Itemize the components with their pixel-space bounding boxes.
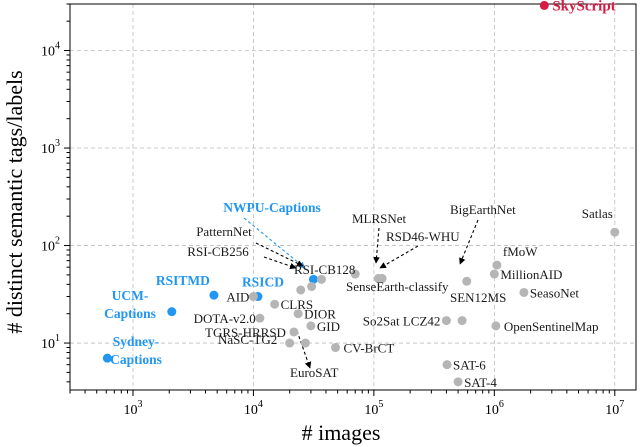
label-opensentinelmap: OpenSentinelMap [504,319,599,334]
point-rsitmd [209,290,219,300]
label-rsi-cb128: RSI-CB128 [294,262,355,277]
label-so2sat-lcz42: So2Sat LCZ42 [363,314,441,329]
x-tick-label: 105 [364,399,383,418]
label-satlas: Satlas [582,206,613,221]
point-sydney-captions [102,353,112,363]
label-sen12ms: SEN12MS [450,290,506,305]
point-rsi-cb128 [316,274,326,284]
point-millionaid [489,269,499,279]
label-rsi-cb256: RSI-CB256 [187,244,249,259]
label-aid: AID [226,290,249,305]
label-seasonet: SeasoNet [530,285,579,300]
point-rsd46-whu [377,273,387,283]
arrow-rsd46-whu [379,245,419,269]
point-dota-v2-0 [255,313,265,323]
point-sat-4 [453,377,463,387]
x-axis-title: # images [302,420,381,445]
label-sat-4: SAT-4 [464,375,497,390]
label-gid: GID [317,319,340,334]
arrow-eurosat [296,330,312,369]
label-eurosat: EuroSAT [290,365,338,380]
label-nwpu-captions: NWPU-Captions [223,200,321,215]
point-patternnet [307,282,317,292]
point-labels: SkyScript NWPU-Captions RSITMD RSICD UCM-Cap… [104,0,616,390]
x-tick-label: 104 [244,399,263,418]
label-sat-6: SAT-6 [453,358,486,373]
point-senseearth-classify [350,269,360,279]
point-eurosat [300,338,310,348]
y-tick-label: 102 [41,236,60,255]
point-nwpu-captions [308,274,318,284]
label-nasc-tg2: NaSC-TG2 [218,332,277,347]
point-aid [248,292,258,302]
point-nasc-tg2 [285,338,295,348]
point-sat-6 [442,360,452,370]
y-tick-label: 104 [41,41,60,60]
x-tick-label: 107 [605,399,624,418]
label-dota-v2-0: DOTA-v2.0 [194,311,256,326]
label-mlrsnet: MLRSNet [352,211,407,226]
point-seasonet [519,287,529,297]
label-patternnet: PatternNet [196,224,252,239]
arrow-rsi-cb256 [263,256,297,270]
x-tick-label: 103 [123,399,142,418]
point-sen12ms [457,316,467,326]
label-cv-brct: CV-BrCT [343,341,394,356]
point-cv-brct [330,343,340,353]
y-tick-label: 101 [41,333,60,352]
arrow-bigearthnet [459,219,479,265]
point-rsi-cb256 [296,285,306,295]
point-clrs [270,299,280,309]
label-rsd46-whu: RSD46-WHU [386,229,460,244]
point-tgrs-hrrsd [289,327,299,337]
y-axis-title: # distinct semantic tags/labels [2,70,27,333]
label-fmow: fMoW [503,244,538,259]
point-gid [306,321,316,331]
label-arrows [243,217,479,369]
grid [70,4,636,390]
label-rsitmd: RSITMD [156,273,210,288]
point-dior [293,309,303,319]
label-millionaid: MillionAID [500,267,562,282]
label-clrs: CLRS [281,297,314,312]
point-opensentinelmap [491,321,501,331]
label-ucm-captions: UCM-Captions [104,288,156,321]
point-bigearthnet [462,276,472,286]
label-senseearth-classify: SenseEarth-classify [346,279,449,294]
label-bigearthnet: BigEarthNet [450,202,516,217]
arrow-mlrsnet [373,227,380,264]
plot-frame [69,3,637,391]
y-tick-label: 103 [41,138,60,157]
point-so2sat-lcz42 [441,316,451,326]
label-sydney-captions: Sydney-Captions [110,334,162,367]
label-skyscript: SkyScript [552,0,615,14]
label-dior: DIOR [304,307,336,322]
label-tgrs-hrrsd: TGRS-HRRSD [205,325,286,340]
x-tick-label: 106 [485,399,504,418]
point-satlas [610,227,620,237]
point-ucm-captions [167,307,177,317]
data-points [102,0,620,387]
point-fmow [492,260,502,270]
label-rsicd: RSICD [242,275,284,290]
arrow-nwpu-captions [243,217,306,269]
point-skyscript [539,0,549,10]
